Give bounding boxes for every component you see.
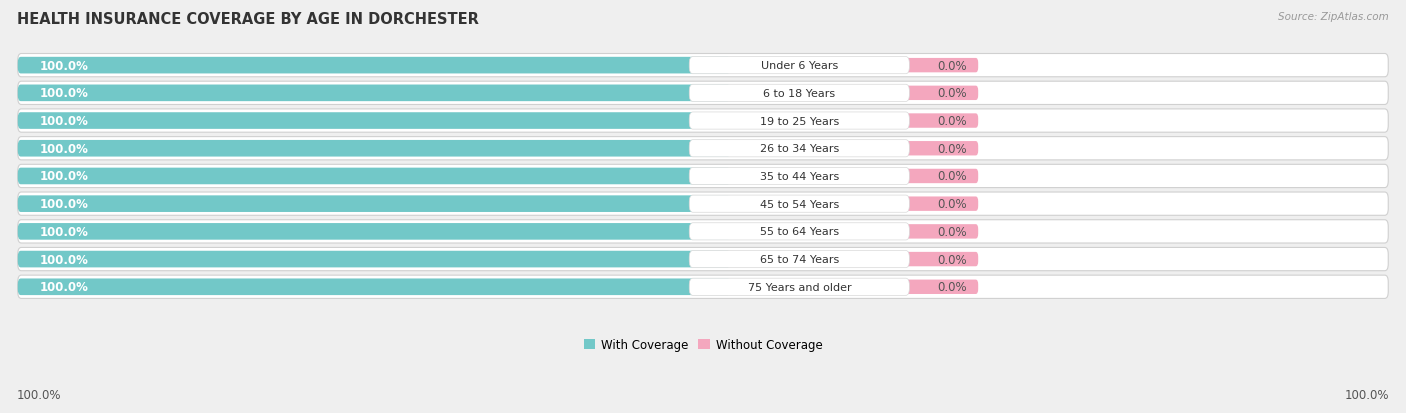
Text: 100.0%: 100.0% bbox=[39, 225, 89, 238]
FancyBboxPatch shape bbox=[18, 192, 1388, 216]
FancyBboxPatch shape bbox=[896, 252, 979, 267]
FancyBboxPatch shape bbox=[896, 86, 979, 101]
Text: Source: ZipAtlas.com: Source: ZipAtlas.com bbox=[1278, 12, 1389, 22]
FancyBboxPatch shape bbox=[18, 109, 1388, 133]
Text: 0.0%: 0.0% bbox=[936, 115, 966, 128]
Text: 100.0%: 100.0% bbox=[39, 253, 89, 266]
FancyBboxPatch shape bbox=[896, 197, 979, 211]
Text: 45 to 54 Years: 45 to 54 Years bbox=[759, 199, 839, 209]
FancyBboxPatch shape bbox=[896, 169, 979, 184]
FancyBboxPatch shape bbox=[896, 114, 979, 128]
Text: 26 to 34 Years: 26 to 34 Years bbox=[759, 144, 839, 154]
FancyBboxPatch shape bbox=[18, 251, 731, 268]
FancyBboxPatch shape bbox=[689, 113, 910, 130]
FancyBboxPatch shape bbox=[18, 82, 1388, 105]
Text: 55 to 64 Years: 55 to 64 Years bbox=[759, 227, 839, 237]
FancyBboxPatch shape bbox=[18, 279, 731, 295]
Text: 100.0%: 100.0% bbox=[39, 142, 89, 155]
Text: 35 to 44 Years: 35 to 44 Years bbox=[759, 171, 839, 182]
Text: 0.0%: 0.0% bbox=[936, 170, 966, 183]
FancyBboxPatch shape bbox=[689, 85, 910, 102]
FancyBboxPatch shape bbox=[689, 57, 910, 74]
Text: 100.0%: 100.0% bbox=[39, 59, 89, 72]
Text: 0.0%: 0.0% bbox=[936, 280, 966, 294]
Text: 6 to 18 Years: 6 to 18 Years bbox=[763, 89, 835, 99]
Text: HEALTH INSURANCE COVERAGE BY AGE IN DORCHESTER: HEALTH INSURANCE COVERAGE BY AGE IN DORC… bbox=[17, 12, 479, 27]
FancyBboxPatch shape bbox=[896, 142, 979, 156]
Text: 0.0%: 0.0% bbox=[936, 87, 966, 100]
Text: 100.0%: 100.0% bbox=[1344, 388, 1389, 401]
Text: 100.0%: 100.0% bbox=[39, 280, 89, 294]
Text: 100.0%: 100.0% bbox=[39, 170, 89, 183]
FancyBboxPatch shape bbox=[18, 85, 731, 102]
FancyBboxPatch shape bbox=[689, 223, 910, 240]
FancyBboxPatch shape bbox=[18, 223, 731, 240]
Text: 0.0%: 0.0% bbox=[936, 59, 966, 72]
Text: 75 Years and older: 75 Years and older bbox=[748, 282, 851, 292]
FancyBboxPatch shape bbox=[18, 140, 731, 157]
Text: 0.0%: 0.0% bbox=[936, 198, 966, 211]
Text: 100.0%: 100.0% bbox=[39, 198, 89, 211]
FancyBboxPatch shape bbox=[689, 140, 910, 157]
FancyBboxPatch shape bbox=[689, 251, 910, 268]
Text: Under 6 Years: Under 6 Years bbox=[761, 61, 838, 71]
Legend: With Coverage, Without Coverage: With Coverage, Without Coverage bbox=[579, 333, 827, 356]
Text: 0.0%: 0.0% bbox=[936, 142, 966, 155]
FancyBboxPatch shape bbox=[18, 137, 1388, 161]
Text: 0.0%: 0.0% bbox=[936, 225, 966, 238]
FancyBboxPatch shape bbox=[18, 196, 731, 212]
FancyBboxPatch shape bbox=[18, 58, 731, 74]
FancyBboxPatch shape bbox=[18, 275, 1388, 299]
Text: 0.0%: 0.0% bbox=[936, 253, 966, 266]
FancyBboxPatch shape bbox=[18, 55, 1388, 78]
Text: 65 to 74 Years: 65 to 74 Years bbox=[759, 254, 839, 264]
FancyBboxPatch shape bbox=[18, 113, 731, 130]
FancyBboxPatch shape bbox=[896, 225, 979, 239]
Text: 100.0%: 100.0% bbox=[39, 115, 89, 128]
FancyBboxPatch shape bbox=[896, 280, 979, 294]
FancyBboxPatch shape bbox=[689, 168, 910, 185]
FancyBboxPatch shape bbox=[689, 196, 910, 213]
Text: 19 to 25 Years: 19 to 25 Years bbox=[759, 116, 839, 126]
FancyBboxPatch shape bbox=[18, 168, 731, 185]
FancyBboxPatch shape bbox=[689, 278, 910, 296]
FancyBboxPatch shape bbox=[18, 165, 1388, 188]
Text: 100.0%: 100.0% bbox=[39, 87, 89, 100]
FancyBboxPatch shape bbox=[18, 248, 1388, 271]
FancyBboxPatch shape bbox=[896, 59, 979, 73]
Text: 100.0%: 100.0% bbox=[17, 388, 62, 401]
FancyBboxPatch shape bbox=[18, 220, 1388, 243]
